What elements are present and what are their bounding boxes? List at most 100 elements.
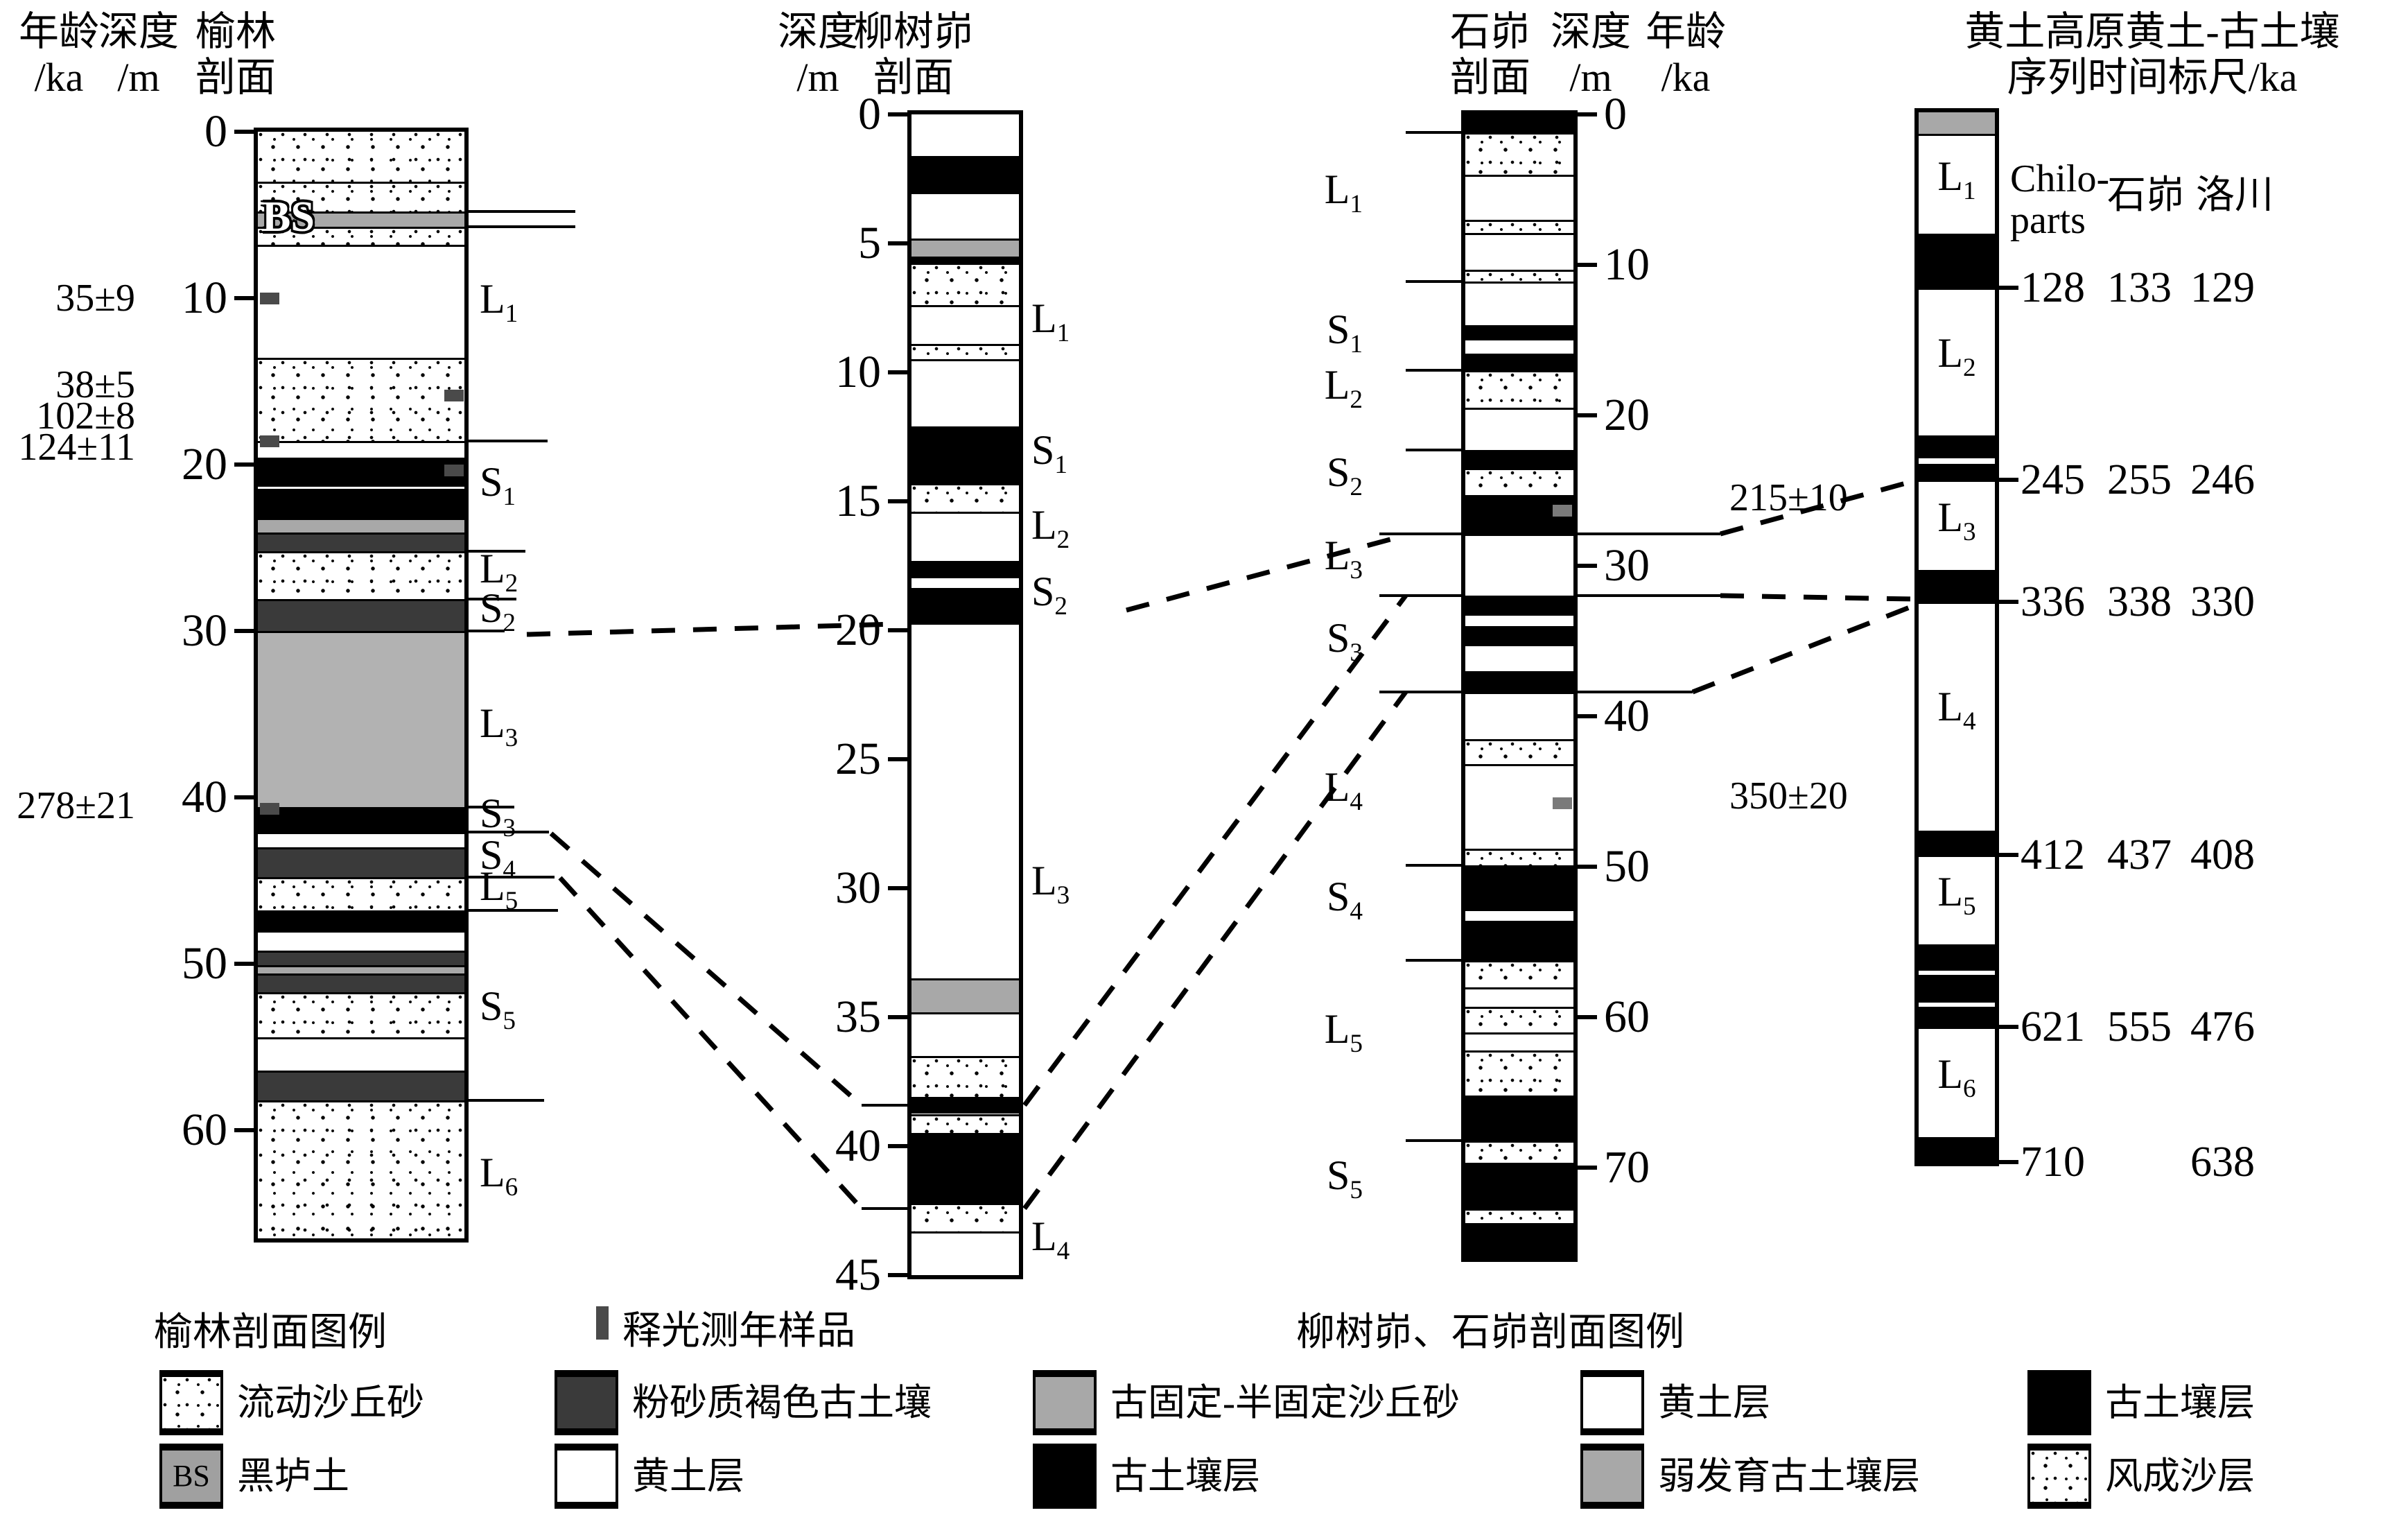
timescale-unit-label-L6: L6 <box>1937 1051 1976 1103</box>
stratum-layer-liushumao-19 <box>911 1097 1019 1114</box>
timescale-value-0-0: 128 <box>2021 264 2085 311</box>
depth-tick-label-liushumao-0: 0 <box>858 89 881 139</box>
stratum-layer-shimao-1 <box>1465 132 1573 175</box>
tie-line-yulin-10 <box>464 1099 544 1102</box>
column-header-liushumao-name-line1: 柳树峁 <box>853 9 975 54</box>
unit-label-yulin-S2: S2 <box>480 585 516 637</box>
stratum-layer-shimao-17 <box>1465 614 1573 626</box>
unit-label-shimao-L2: L2 <box>1324 362 1363 414</box>
tie-line-yulin-0 <box>464 210 575 213</box>
timescale-tick-4 <box>1999 1025 2018 1029</box>
depth-tick-label-liushumao-20: 20 <box>835 605 881 655</box>
timescale-value-2-0: 336 <box>2021 578 2085 625</box>
stratum-layer-yulin-11 <box>258 533 464 551</box>
unit-label-shimao-L5: L5 <box>1324 1006 1363 1058</box>
unit-label-liushumao-S1: S1 <box>1031 427 1067 479</box>
unit-label-shimao-S3: S3 <box>1327 615 1363 667</box>
stratum-layer-yulin-12 <box>258 551 464 600</box>
depth-tick-label-yulin-50: 50 <box>182 938 227 989</box>
timescale-segment-16 <box>1919 1007 1995 1027</box>
timescale-unit-label-L2: L2 <box>1937 330 1976 382</box>
depth-tick-label-liushumao-15: 15 <box>835 476 881 526</box>
stratum-layer-liushumao-3 <box>911 238 1019 257</box>
timescale-value-4-1: 555 <box>2107 1003 2172 1050</box>
depth-tick-label-liushumao-35: 35 <box>835 992 881 1042</box>
column-header-shimao-name-line2: 剖面 <box>1449 55 1531 100</box>
stratum-layer-shimao-0 <box>1465 114 1573 133</box>
depth-tick-label-liushumao-30: 30 <box>835 863 881 913</box>
depth-tick-yulin-40 <box>234 795 254 799</box>
tie-line-shimao-1 <box>1406 280 1465 283</box>
tie-line-shimao-8 <box>1406 959 1465 962</box>
stratum-layer-liushumao-11 <box>911 511 1019 561</box>
tie-line-shimao-12 <box>1573 691 1693 693</box>
tie-line-liushumao-0 <box>862 1104 911 1107</box>
legend-label-r1-3: 弱发育古土壤层 <box>1658 1455 1920 1497</box>
legend-label-r1-4: 风成沙层 <box>2105 1455 2255 1497</box>
legend-osl-sample-label: 释光测年样品 <box>622 1310 855 1353</box>
stratum-layer-shimao-19 <box>1465 643 1573 671</box>
stratum-layer-shimao-5 <box>1465 269 1573 282</box>
stratum-layer-yulin-2 <box>258 211 464 227</box>
stratum-layer-shimao-2 <box>1465 174 1573 220</box>
timescale-value-5-2: 638 <box>2190 1139 2255 1186</box>
stratum-layer-liushumao-12 <box>911 560 1019 576</box>
age-label-yulin-4: 278±21 <box>17 784 135 827</box>
depth-tick-yulin-20 <box>234 462 254 467</box>
timescale-segment-8 <box>1919 570 1995 602</box>
column-header-shimao-age-line2: /ka <box>1661 55 1711 100</box>
stratum-layer-shimao-31 <box>1465 1032 1573 1050</box>
stratum-layer-yulin-24 <box>258 992 464 1037</box>
stratum-layer-liushumao-0 <box>911 114 1019 156</box>
stratum-layer-yulin-14 <box>258 631 464 808</box>
tie-line-yulin-4 <box>464 598 516 600</box>
depth-tick-shimao-10 <box>1578 263 1597 267</box>
stratum-layer-yulin-10 <box>258 517 464 533</box>
age-label-yulin-0: 35±9 <box>55 277 135 320</box>
column-header-liushumao-depth-line1: 深度 <box>777 9 859 54</box>
timescale-column <box>1914 108 1999 1166</box>
tie-line-shimao-10 <box>1573 533 1720 535</box>
stratum-layer-shimao-13 <box>1465 467 1573 495</box>
age-label-yulin-1: 38±5 <box>55 363 135 406</box>
column-header-shimao-name-line1: 石峁 <box>1449 9 1531 54</box>
stratum-layer-liushumao-22 <box>911 1202 1019 1231</box>
unit-label-shimao-L3: L3 <box>1324 533 1363 585</box>
depth-tick-liushumao-0 <box>888 112 907 116</box>
tie-line-yulin-5 <box>464 630 505 632</box>
depth-tick-yulin-30 <box>234 629 254 633</box>
timescale-unit-label-L4: L4 <box>1937 684 1976 736</box>
depth-tick-liushumao-5 <box>888 241 907 245</box>
unit-label-shimao-S2: S2 <box>1327 449 1363 501</box>
stratum-layer-liushumao-18 <box>911 1055 1019 1098</box>
unit-label-shimao-L4: L4 <box>1324 764 1363 816</box>
timescale-subheader-2: 石峁 <box>2107 174 2185 217</box>
depth-tick-liushumao-40 <box>888 1144 907 1148</box>
legend-label-r0-4: 古土壤层 <box>2105 1382 2255 1423</box>
stratum-layer-yulin-18 <box>258 877 464 911</box>
timescale-segment-5 <box>1919 456 1995 464</box>
stratum-layer-shimao-22 <box>1465 738 1573 765</box>
legend-label-r0-0: 流动沙丘砂 <box>237 1382 424 1423</box>
correlation-dashed-line-8 <box>1691 603 1914 695</box>
legend-label-r1-2: 古土壤层 <box>1110 1455 1260 1497</box>
timescale-segment-13 <box>1919 969 1995 975</box>
stratum-layer-liushumao-8 <box>911 359 1019 427</box>
depth-tick-label-shimao-20: 20 <box>1604 390 1650 440</box>
stratum-layer-yulin-22 <box>258 965 464 974</box>
stratum-layer-liushumao-7 <box>911 344 1019 360</box>
depth-tick-yulin-60 <box>234 1128 254 1132</box>
osl-sample-marker-yulin-3 <box>444 465 464 476</box>
stratum-layer-liushumao-17 <box>911 1012 1019 1056</box>
legend-swatch-sand-r1-4 <box>2027 1444 2091 1509</box>
timescale-unit-label-L1: L1 <box>1937 153 1976 205</box>
stratum-layer-yulin-4 <box>258 245 464 358</box>
column-header-shimao-age-line1: 年龄 <box>1645 9 1727 54</box>
column-header-timescale-title-line2: 序列时间标尺/ka <box>2007 55 2298 100</box>
stratum-layer-liushumao-6 <box>911 305 1019 345</box>
stratum-layer-liushumao-9 <box>911 426 1019 483</box>
stratum-layer-yulin-15 <box>258 807 464 833</box>
timescale-tick-2 <box>1999 600 2018 604</box>
legend-swatch-white-r0-3 <box>1580 1370 1644 1435</box>
unit-label-shimao-S5: S5 <box>1327 1152 1363 1204</box>
